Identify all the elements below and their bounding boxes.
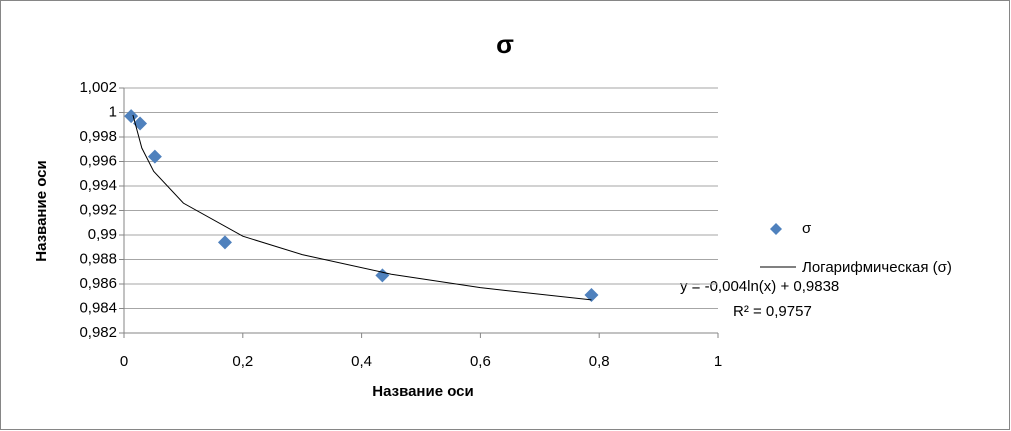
data-point bbox=[147, 149, 162, 164]
trendline-r-squared: R² = 0,9757 bbox=[733, 303, 812, 320]
y-tick-label: 1,002 bbox=[79, 79, 117, 96]
y-tick-label: 0,992 bbox=[79, 201, 117, 218]
y-tick-label: 0,996 bbox=[79, 152, 117, 169]
y-tick-label: 0,988 bbox=[79, 250, 117, 267]
legend-label: Логарифмическая (σ) bbox=[802, 259, 952, 276]
trendline bbox=[132, 114, 592, 301]
y-tick-label: 0,99 bbox=[88, 226, 117, 243]
x-tick-label: 0,4 bbox=[351, 353, 372, 370]
x-tick-label: 0,6 bbox=[470, 353, 491, 370]
data-point bbox=[217, 235, 232, 250]
y-tick-label: 0,986 bbox=[79, 275, 117, 292]
y-tick-label: 1 bbox=[109, 103, 117, 120]
x-tick-label: 0,2 bbox=[232, 353, 253, 370]
y-tick-label: 0,994 bbox=[79, 177, 117, 194]
y-axis-label: Название оси bbox=[33, 160, 50, 262]
legend-label: σ bbox=[802, 220, 812, 237]
chart-title: σ bbox=[496, 29, 514, 59]
y-tick-label: 0,998 bbox=[79, 128, 117, 145]
x-tick-label: 0,8 bbox=[589, 353, 610, 370]
x-tick-label: 1 bbox=[714, 353, 722, 370]
y-tick-label: 0,984 bbox=[79, 299, 117, 316]
trendline-equation: y = -0,004ln(x) + 0,9838 bbox=[680, 278, 839, 295]
y-tick-label: 0,982 bbox=[79, 324, 117, 341]
data-point bbox=[584, 288, 599, 303]
x-tick-label: 0 bbox=[120, 353, 128, 370]
legend-marker bbox=[770, 223, 782, 235]
x-axis-label: Название оси bbox=[372, 383, 474, 400]
